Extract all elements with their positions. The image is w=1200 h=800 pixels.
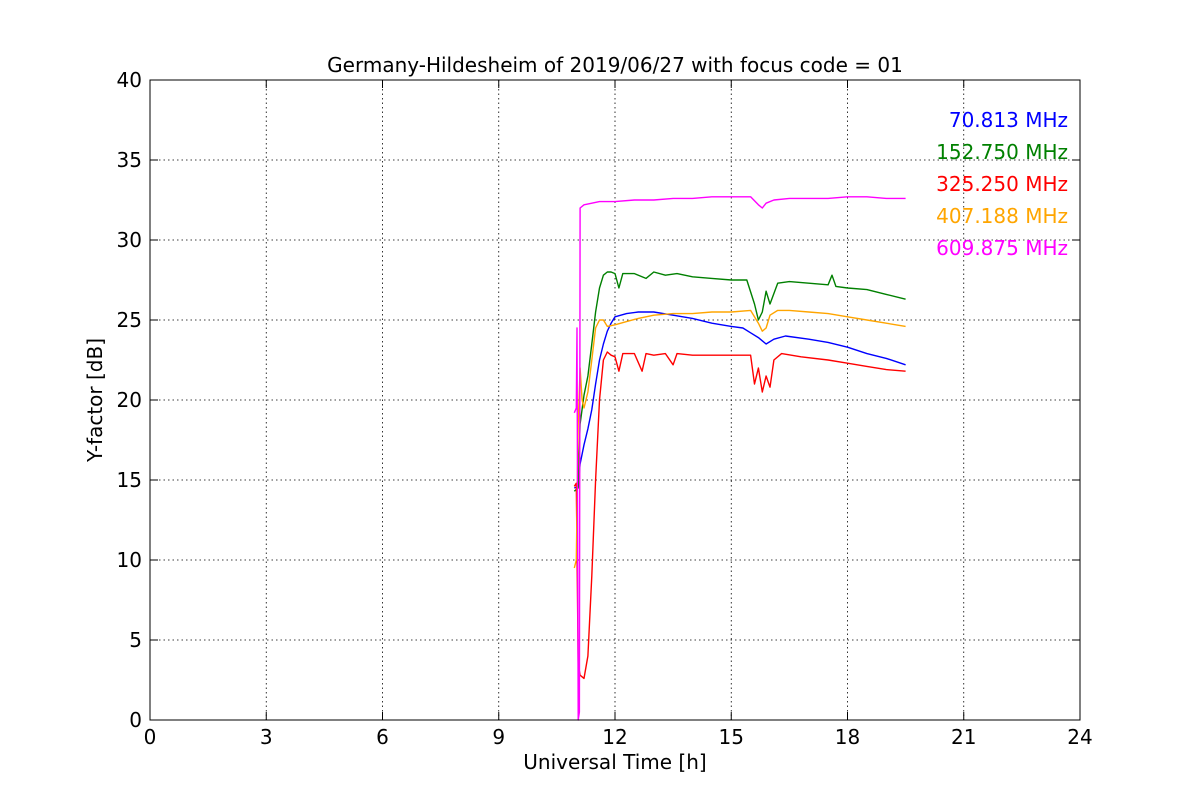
legend: 70.813 MHz 152.750 MHz 325.250 MHz 407.188 …: [936, 108, 1068, 260]
y-tick-label: 35: [117, 148, 142, 172]
series-line-5: [573, 196, 906, 721]
legend-entry: 407.188 MHz: [936, 204, 1068, 228]
y-tick-label: 20: [117, 388, 142, 412]
x-tick-label: 9: [492, 725, 505, 749]
x-tick-label: 6: [376, 725, 389, 749]
y-tick-label: 15: [117, 468, 142, 492]
series-line-1: [574, 311, 906, 489]
x-axis-label: Universal Time [h]: [523, 750, 706, 774]
series-line-4: [573, 309, 906, 569]
grid: [150, 80, 1080, 720]
legend-entry: 152.750 MHz: [936, 140, 1068, 164]
series-line-2: [573, 271, 906, 492]
x-tick-label: 3: [260, 725, 273, 749]
x-tick-label: 18: [835, 725, 860, 749]
legend-entry: 609.875 MHz: [936, 236, 1068, 260]
y-tick-label: 40: [117, 68, 142, 92]
legend-entry: 70.813 MHz: [949, 108, 1068, 132]
y-tick-label: 0: [129, 708, 142, 732]
legend-entry: 325.250 MHz: [936, 172, 1068, 196]
axis-ticks: 0 3 6 9 12 15 18 21 24 0 5 10 15 20 25 30 35 40: [117, 68, 1093, 749]
series-group: [573, 196, 906, 721]
y-tick-label: 10: [117, 548, 142, 572]
x-tick-label: 12: [602, 725, 627, 749]
chart-title: Germany-Hildesheim of 2019/06/27 with fo…: [327, 53, 903, 77]
x-tick-label: 15: [719, 725, 744, 749]
x-tick-label: 21: [951, 725, 976, 749]
x-tick-label: 0: [144, 725, 157, 749]
y-tick-label: 25: [117, 308, 142, 332]
y-tick-label: 5: [129, 628, 142, 652]
x-tick-label: 24: [1067, 725, 1092, 749]
y-axis-label: Y-factor [dB]: [83, 338, 107, 463]
series-line-3: [573, 351, 906, 680]
y-tick-label: 30: [117, 228, 142, 252]
